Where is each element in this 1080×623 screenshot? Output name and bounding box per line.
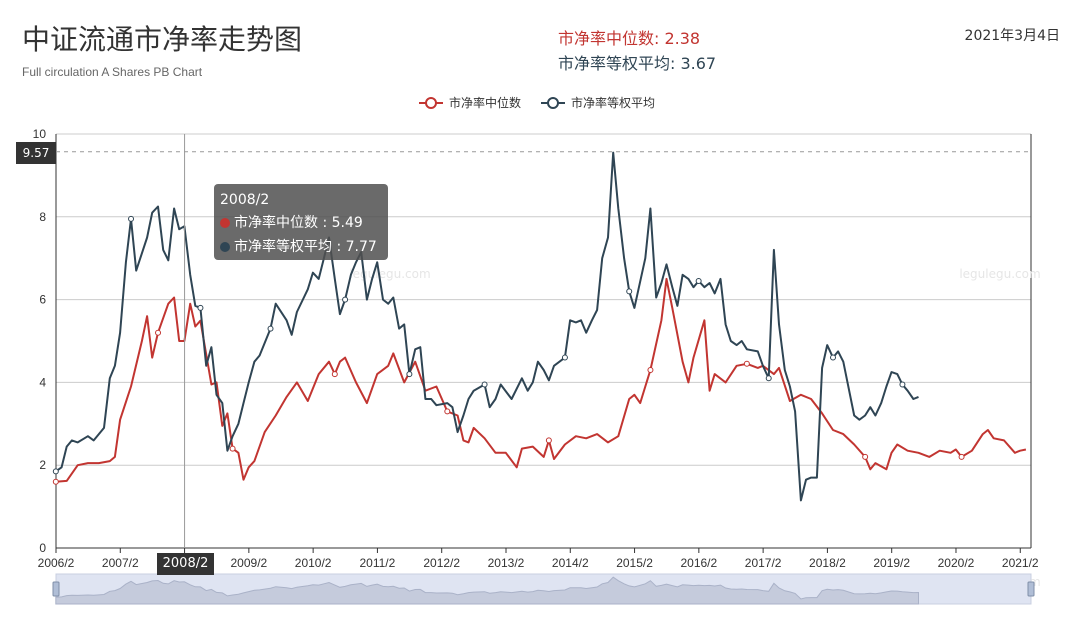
x-tick-label: 2021/2 xyxy=(1002,556,1039,570)
x-tick-label: 2017/2 xyxy=(745,556,782,570)
data-point[interactable] xyxy=(647,366,654,373)
y-tick-label: 0 xyxy=(39,541,46,555)
data-point[interactable] xyxy=(626,288,633,295)
data-point[interactable] xyxy=(342,296,349,303)
x-tick-label: 2012/2 xyxy=(423,556,460,570)
report-date: 2021年3月4日 xyxy=(964,28,1060,44)
data-point[interactable] xyxy=(52,468,59,475)
data-point[interactable] xyxy=(545,437,552,444)
zoom-handle-left[interactable] xyxy=(52,581,60,597)
data-point[interactable] xyxy=(331,371,338,378)
x-tick-label: 2009/2 xyxy=(231,556,268,570)
median-stat: 市净率中位数: 2.38 xyxy=(558,29,701,48)
data-point[interactable] xyxy=(830,354,837,361)
data-zoom-slider[interactable] xyxy=(52,573,1035,605)
x-tick-label: 2013/2 xyxy=(488,556,525,570)
y-tick-label: 4 xyxy=(39,375,46,389)
data-point[interactable] xyxy=(444,408,451,415)
crosshair-x-label: 2008/2 xyxy=(157,553,214,575)
data-point[interactable] xyxy=(765,375,772,382)
x-tick-label: 2020/2 xyxy=(938,556,975,570)
x-tick-label: 2016/2 xyxy=(680,556,717,570)
legend-label-equal: 市净率等权平均 xyxy=(571,95,655,110)
watermark-text: legulegu.com xyxy=(959,267,1040,281)
crosshair-y-label: 9.57 xyxy=(16,142,56,164)
x-tick-label: 2006/2 xyxy=(38,556,75,570)
data-point[interactable] xyxy=(695,277,702,284)
tooltip-equal: 市净率等权平均 : 7.77 xyxy=(234,239,377,255)
x-tick-label: 2015/2 xyxy=(616,556,653,570)
x-tick-label: 2007/2 xyxy=(102,556,139,570)
data-point[interactable] xyxy=(862,453,869,460)
tooltip-title: 2008/2 xyxy=(220,192,270,208)
data-point[interactable] xyxy=(481,381,488,388)
equal-dot-icon xyxy=(220,242,230,252)
data-point[interactable] xyxy=(406,371,413,378)
chart-subtitle: Full circulation A Shares PB Chart xyxy=(22,65,203,79)
tooltip: 2008/2 市净率中位数 : 5.49 市净率等权平均 : 7.77 xyxy=(214,184,388,260)
y-tick-label: 8 xyxy=(39,210,46,224)
x-tick-label: 2011/2 xyxy=(360,556,396,570)
data-point[interactable] xyxy=(155,329,162,336)
data-point[interactable] xyxy=(743,360,750,367)
data-point[interactable] xyxy=(561,354,568,361)
legend-item-median[interactable]: 市净率中位数 xyxy=(419,95,521,110)
x-tick-label: 2010/2 xyxy=(295,556,332,570)
y-tick-label: 6 xyxy=(39,293,46,307)
tooltip-median: 市净率中位数 : 5.49 xyxy=(234,215,363,231)
legend-item-equal[interactable]: 市净率等权平均 xyxy=(541,95,655,110)
median-dot-icon xyxy=(220,218,230,228)
equal-weight-line[interactable] xyxy=(55,151,919,502)
legend[interactable]: 市净率中位数 市净率等权平均 xyxy=(419,95,655,110)
watermark-text: legulegu.com xyxy=(349,267,430,281)
equal-weight-stat: 市净率等权平均: 3.67 xyxy=(558,54,717,73)
data-point[interactable] xyxy=(267,325,274,332)
zoom-handle-right[interactable] xyxy=(1027,581,1035,597)
legend-label-median: 市净率中位数 xyxy=(449,95,521,110)
data-point[interactable] xyxy=(52,478,59,485)
data-point[interactable] xyxy=(128,215,135,222)
x-tick-label: 2014/2 xyxy=(552,556,589,570)
y-tick-label: 2 xyxy=(39,458,46,472)
data-point[interactable] xyxy=(899,381,906,388)
x-tick-label: 2019/2 xyxy=(873,556,910,570)
chart-title: 中证流通市净率走势图 xyxy=(22,23,303,56)
x-tick-label: 2018/2 xyxy=(809,556,846,570)
data-point[interactable] xyxy=(958,453,965,460)
data-point[interactable] xyxy=(197,304,204,311)
zoom-preview-area xyxy=(55,576,920,605)
y-tick-label: 10 xyxy=(33,127,47,141)
data-point[interactable] xyxy=(229,445,236,452)
